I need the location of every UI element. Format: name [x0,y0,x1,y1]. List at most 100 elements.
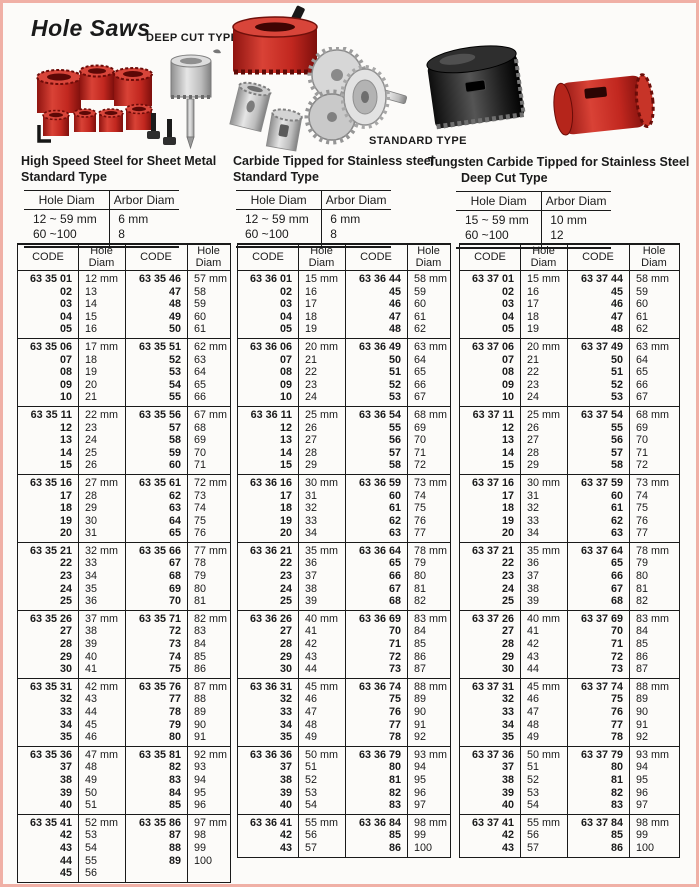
diam-cell: 18 [85,353,98,366]
code-cell: 09 [501,378,514,391]
code-cell: 63 36 69 [358,612,401,625]
diam-cell: 64 [636,353,649,366]
table-block: 63 35 36 47 mm 63 35 81 92 mm 37 48 82 93 38 49 83… [18,745,230,814]
code-cell: 34 [501,718,514,731]
code-cell: 63 35 06 [29,340,72,353]
catalog-table-6336: CODE Hole Diam CODE Hole Diam 63 36 01 15 mm 6… [237,243,451,858]
code-cell: 43 [279,841,292,854]
diam-cell: 20 [85,378,98,391]
code-cell: 63 37 49 [580,340,623,353]
spec-row: 60 ~100 12 [465,228,564,242]
diam-cell: 33 [527,514,540,527]
code-cell: 18 [279,502,292,515]
code-cell: 42 [59,829,72,842]
code-cell: 15 [501,459,514,472]
diam-cell: 82 mm [194,612,227,625]
diam-cell: 32 [305,502,318,515]
code-cell: 63 35 41 [29,816,72,829]
code-cell: 22 [59,557,72,570]
code-cell: 15 [59,459,72,472]
code-cell: 25 [279,595,292,608]
diam-cell: 30 mm [305,476,338,489]
diam-cell: 95 [194,786,207,799]
code-cell: 24 [501,582,514,595]
diam-cell: 21 [85,391,98,404]
column-header: CODE [32,250,64,263]
diam-cell: 15 mm [527,273,560,285]
diam-cell: 27 [527,434,540,447]
code-cell: 76 [610,706,623,718]
code-cell: 52 [388,378,401,391]
code-cell: 67 [388,582,401,595]
code-cell: 32 [59,693,72,706]
diam-cell: 77 [636,527,649,540]
code-cell: 28 [59,638,72,651]
diam-cell: 58 mm [636,273,669,285]
diam-cell: 23 [85,421,98,434]
diam-cell: 78 mm [636,544,669,557]
code-cell: 68 [388,595,401,608]
diam-cell: 40 mm [527,612,560,625]
code-cell: 63 37 54 [580,408,623,421]
diam-cell: 95 [636,773,649,786]
table-block: 63 35 06 17 mm 63 35 51 62 mm 07 18 52 63 08 19 53… [18,337,230,406]
code-cell: 63 37 36 [471,748,514,761]
diam-cell: 55 mm [305,816,338,829]
diam-cell: 95 [414,773,427,786]
code-cell: 04 [59,310,72,323]
code-cell: 63 36 59 [358,476,401,489]
diam-cell: 35 mm [527,544,560,557]
table-header-row: CODE Hole Diam CODE Hole Diam [238,245,450,271]
section-title: Tungsten Carbide Tipped for Stainless St… [428,154,696,186]
standard-type-label: STANDARD TYPE [369,135,467,147]
diam-cell: 83 [194,625,207,638]
diam-cell: 48 [305,718,318,731]
diam-cell: 61 [414,310,427,323]
code-cell: 75 [168,663,181,676]
code-cell: 58 [168,434,181,447]
code-cell: 28 [279,638,292,651]
table-block: 63 37 21 35 mm 63 37 64 78 mm 22 36 65 79 23 37 66… [460,541,679,610]
code-cell: 65 [610,557,623,570]
code-cell: 63 35 16 [29,476,72,489]
code-cell: 63 35 76 [138,680,181,693]
code-cell: 46 [610,298,623,311]
code-cell: 05 [59,323,72,336]
code-cell: 04 [501,310,514,323]
section-carbide-tipped: Carbide Tipped for Stainless steel Stand… [233,153,437,248]
section-title-line1: High Speed Steel for Sheet Metal [21,154,217,168]
diam-cell: 20 mm [305,340,338,353]
diam-cell: 40 mm [305,612,338,625]
table-block: 63 36 01 15 mm 63 36 44 58 mm 02 16 45 59 03 17 46… [238,271,450,338]
diam-cell: 28 [527,446,540,459]
code-cell: 63 36 16 [249,476,292,489]
diam-cell: 53 [85,829,98,842]
diam-cell: 38 [305,582,318,595]
diam-cell: 81 [194,595,207,608]
code-cell: 63 36 44 [358,273,401,285]
diam-cell: 90 [414,706,427,718]
spec-divider [541,192,543,247]
code-cell: 27 [501,625,514,638]
diam-cell: 80 [194,582,207,595]
diam-cell: 73 mm [636,476,669,489]
diam-cell: 69 [414,421,427,434]
arbor-saw-image [341,55,413,139]
diam-cell: 84 [194,638,207,651]
code-cell: 44 [59,854,72,867]
code-cell: 48 [168,298,181,311]
diam-cell: 71 [194,459,207,472]
code-cell: 63 36 79 [358,748,401,761]
code-cell: 02 [59,285,72,298]
code-cell: 64 [168,514,181,527]
diam-cell: 80 [636,570,649,583]
diam-cell: 44 [85,706,98,718]
diam-cell: 53 [527,786,540,799]
code-cell: 22 [279,557,292,570]
diam-cell: 47 [527,706,540,718]
code-cell: 29 [59,650,72,663]
diam-cell: 79 [636,557,649,570]
diam-cell: 15 [85,310,98,323]
table-block: 63 36 31 45 mm 63 36 74 88 mm 32 46 75 89 33 47 76… [238,677,450,746]
code-cell: 58 [388,459,401,472]
